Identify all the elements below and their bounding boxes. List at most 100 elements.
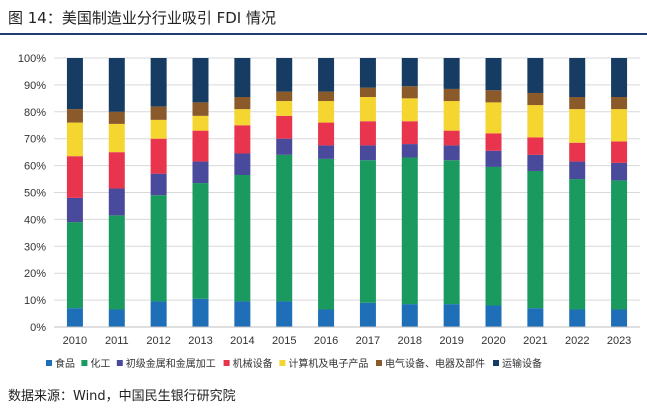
y-tick-label: 30% bbox=[24, 241, 46, 253]
bar-segment bbox=[234, 97, 251, 110]
bar-segment bbox=[611, 309, 628, 327]
bar-segment bbox=[611, 141, 628, 163]
bar-segment bbox=[318, 145, 335, 159]
bar-segment bbox=[66, 109, 83, 123]
bar-segment bbox=[527, 154, 544, 171]
bar-segment bbox=[485, 58, 502, 91]
bar-segment bbox=[318, 122, 335, 146]
bar-segment bbox=[401, 144, 418, 158]
bar-segment bbox=[485, 150, 502, 167]
bar-segment bbox=[401, 157, 418, 305]
bar-segment bbox=[192, 115, 209, 131]
y-tick-label: 70% bbox=[24, 134, 46, 146]
bars bbox=[66, 58, 628, 327]
bar-segment bbox=[527, 170, 544, 309]
bar-segment bbox=[443, 88, 460, 102]
legend-swatch bbox=[279, 360, 286, 366]
bar-segment bbox=[276, 138, 293, 155]
data-source: 数据来源：Wind，中国民生银行研究院 bbox=[8, 389, 236, 404]
legend-label: 食品 bbox=[55, 357, 75, 370]
bar-segment bbox=[318, 91, 335, 102]
y-tick-label: 20% bbox=[24, 268, 46, 280]
bar-segment bbox=[569, 142, 586, 162]
bar-segment bbox=[66, 58, 83, 110]
legend-label: 机械设备 bbox=[233, 357, 273, 370]
x-tick-label: 2010 bbox=[63, 335, 87, 347]
bar-segment bbox=[234, 301, 251, 327]
bar-segment bbox=[485, 166, 502, 306]
bar-segment bbox=[318, 309, 335, 327]
bar-segment bbox=[359, 302, 376, 327]
x-tick-label: 2018 bbox=[398, 335, 422, 347]
bar-segment bbox=[527, 58, 544, 93]
bar-segment bbox=[359, 121, 376, 146]
bar-segment bbox=[108, 309, 125, 327]
bar-segment bbox=[276, 101, 293, 116]
bar-segment bbox=[401, 304, 418, 327]
bar-segment bbox=[443, 145, 460, 161]
bar-segment bbox=[318, 158, 335, 310]
bar-segment bbox=[359, 87, 376, 98]
x-tick-label: 2016 bbox=[314, 335, 338, 347]
bar-segment bbox=[66, 197, 83, 223]
bar-segment bbox=[150, 106, 167, 120]
x-tick-label: 2022 bbox=[565, 335, 589, 347]
bar-segment bbox=[443, 304, 460, 327]
bar-segment bbox=[443, 58, 460, 89]
bar-segment bbox=[485, 305, 502, 327]
legend: 食品 化工 初级金属和金属加工 机械设备 计算机及电子产品 电气设备、电器及部件 运输设备 bbox=[46, 357, 542, 370]
bar-segment bbox=[150, 195, 167, 302]
bar-segment bbox=[527, 137, 544, 155]
y-tick-label: 10% bbox=[24, 295, 46, 307]
bar-segment bbox=[192, 58, 209, 103]
bar-segment bbox=[192, 161, 209, 184]
bar-segment bbox=[485, 90, 502, 103]
x-tick-label: 2013 bbox=[188, 335, 212, 347]
y-axis: 0% 10% 20% 30% 40% 50% 60% 70% 80% 90% 100% bbox=[18, 53, 46, 334]
bar-segment bbox=[150, 138, 167, 174]
title-bar: 图 14：美国制造业分行业吸引 FDI 情况 bbox=[0, 0, 647, 35]
bar-segment bbox=[276, 301, 293, 327]
bar-segment bbox=[401, 58, 418, 87]
bar-segment bbox=[485, 102, 502, 134]
bar-segment bbox=[108, 215, 125, 310]
bar-segment bbox=[611, 109, 628, 142]
bar-segment bbox=[150, 173, 167, 196]
bar-segment bbox=[276, 58, 293, 92]
bar-segment bbox=[611, 162, 628, 181]
bar-segment bbox=[108, 58, 125, 112]
bar-segment bbox=[234, 58, 251, 98]
legend-swatch bbox=[493, 360, 499, 366]
bar-segment bbox=[192, 298, 209, 327]
x-tick-label: 2014 bbox=[230, 335, 254, 347]
bar-segment bbox=[192, 183, 209, 299]
bar-segment bbox=[150, 119, 167, 139]
bar-segment bbox=[401, 98, 418, 122]
bar-segment bbox=[569, 161, 586, 180]
bar-segment bbox=[108, 111, 125, 124]
bar-segment bbox=[527, 308, 544, 327]
bar-segment bbox=[443, 101, 460, 131]
x-tick-label: 2019 bbox=[439, 335, 463, 347]
y-tick-label: 100% bbox=[18, 53, 46, 65]
bar-segment bbox=[318, 101, 335, 123]
bar-segment bbox=[234, 153, 251, 176]
bar-segment bbox=[443, 160, 460, 305]
bar-segment bbox=[66, 156, 83, 198]
bar-segment bbox=[569, 109, 586, 143]
legend-label: 计算机及电子产品 bbox=[288, 357, 368, 370]
y-tick-label: 80% bbox=[24, 107, 46, 119]
x-tick-label: 2011 bbox=[105, 335, 129, 347]
bar-segment bbox=[276, 115, 293, 139]
legend-swatch bbox=[81, 360, 88, 366]
bar-segment bbox=[192, 130, 209, 162]
bar-segment bbox=[66, 308, 83, 327]
legend-label: 电气设备、电器及部件 bbox=[385, 357, 485, 370]
bar-segment bbox=[150, 301, 167, 327]
x-tick-label: 2020 bbox=[481, 335, 505, 347]
gridlines bbox=[54, 57, 640, 328]
bar-segment bbox=[485, 133, 502, 151]
legend-swatch bbox=[116, 360, 123, 366]
bar-segment bbox=[276, 91, 293, 102]
bar-segment bbox=[569, 179, 586, 310]
